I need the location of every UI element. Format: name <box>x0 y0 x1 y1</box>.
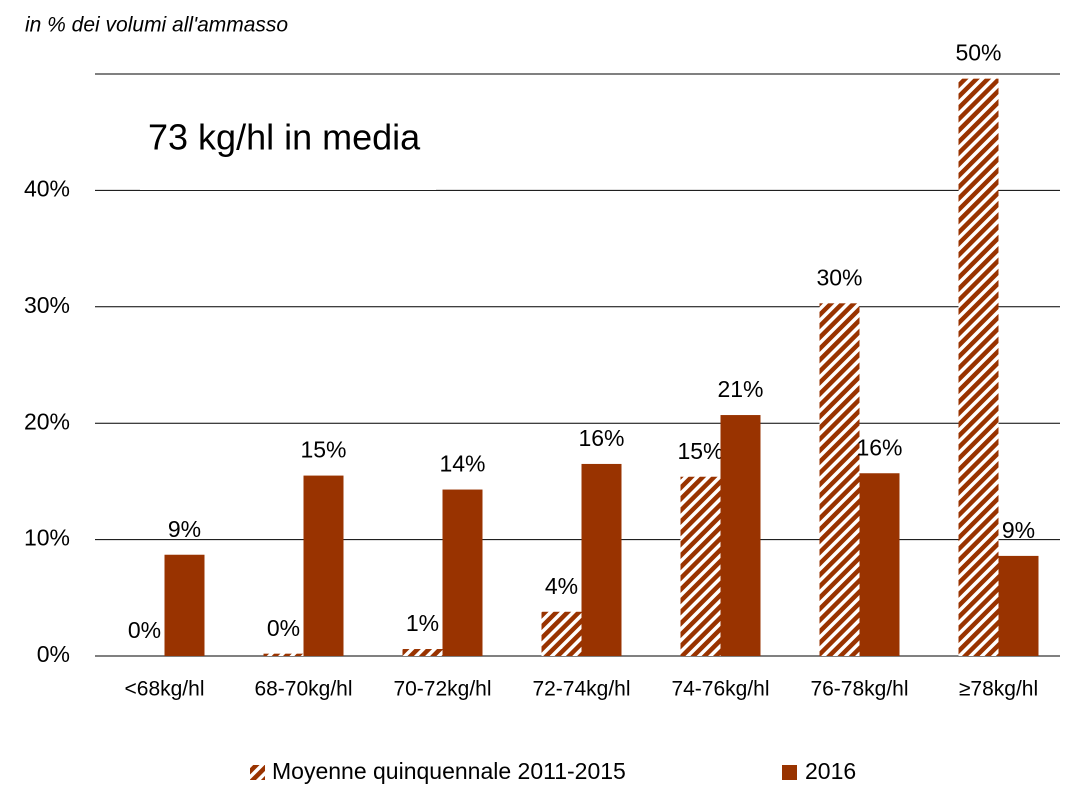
bar <box>402 649 443 656</box>
bar <box>958 78 999 656</box>
bar <box>164 554 205 656</box>
bar <box>859 473 900 656</box>
value-label: 16% <box>856 434 902 460</box>
y-tick-label: 0% <box>37 641 70 667</box>
value-label: 50% <box>955 40 1001 66</box>
value-label: 15% <box>677 438 723 464</box>
y-tick-label: 40% <box>24 175 70 201</box>
annotation-box <box>140 80 436 190</box>
legend-swatch <box>782 765 797 780</box>
legend-label: Moyenne quinquennale 2011-2015 <box>272 758 626 784</box>
value-label: 0% <box>128 617 161 643</box>
y-tick-label: 20% <box>24 408 70 434</box>
value-label: 21% <box>717 376 763 402</box>
value-label: 14% <box>439 451 485 477</box>
value-label: 9% <box>1002 517 1035 543</box>
legend-label: 2016 <box>805 758 856 784</box>
bar <box>998 555 1039 656</box>
value-label: 4% <box>545 573 578 599</box>
bar <box>720 415 761 656</box>
value-label: 30% <box>816 264 862 290</box>
x-tick-label: 76-78kg/hl <box>810 678 908 701</box>
x-tick-label: ≥78kg/hl <box>959 678 1038 701</box>
x-tick-label: 74-76kg/hl <box>671 678 769 701</box>
legend-swatch <box>250 765 265 780</box>
bar <box>819 303 860 656</box>
x-tick-label: <68kg/hl <box>125 678 205 701</box>
bar <box>680 476 721 656</box>
bar <box>263 653 304 656</box>
x-tick-label: 70-72kg/hl <box>393 678 491 701</box>
x-tick-label: 68-70kg/hl <box>254 678 352 701</box>
value-label: 9% <box>168 516 201 542</box>
bar <box>541 611 582 656</box>
bar <box>442 489 483 656</box>
axis-label: in % dei volumi all'ammasso <box>25 14 288 37</box>
bar <box>303 475 344 656</box>
bar <box>581 463 622 656</box>
annotation: 73 kg/hl in media <box>148 117 421 158</box>
y-tick-label: 10% <box>24 525 70 551</box>
x-tick-label: 72-74kg/hl <box>532 678 630 701</box>
value-label: 16% <box>578 425 624 451</box>
y-tick-label: 30% <box>24 292 70 318</box>
value-label: 15% <box>300 437 346 463</box>
value-label: 0% <box>267 615 300 641</box>
value-label: 1% <box>406 610 439 636</box>
